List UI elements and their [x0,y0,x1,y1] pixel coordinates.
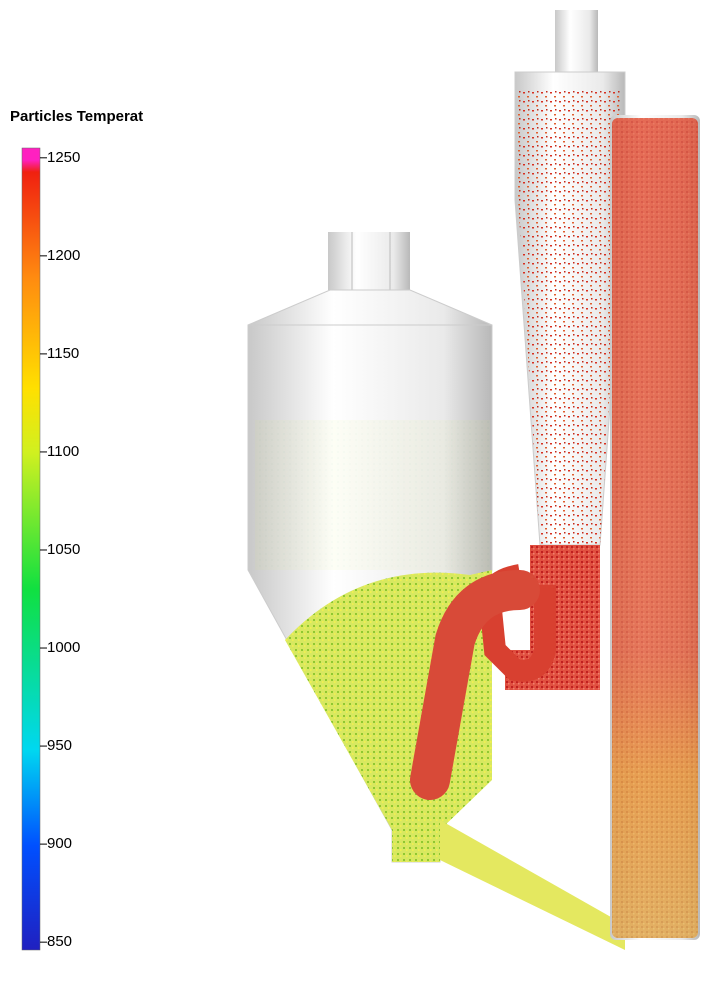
riser [610,115,700,940]
tick-label: 900 [47,835,72,852]
return-leg [440,820,625,950]
riser-particles [612,118,698,938]
tick-label: 1100 [47,443,79,460]
tick-label: 1150 [47,345,79,362]
tick-label: 950 [47,737,72,754]
colorbar-ticks: 1250 1200 1150 1100 1050 1000 950 900 850 [40,149,80,950]
tick-label: 850 [47,933,72,950]
colorbar [22,148,40,950]
scene: Particles Temperat 125012001150110010501… [0,0,712,987]
tick-label: 1250 [47,149,80,166]
left-vessel [248,232,492,862]
tick-label: 1200 [47,247,80,264]
top-cone [248,290,492,325]
outlet-pipe [328,232,410,290]
tick-label: 1050 [47,541,80,558]
particle-haze [255,420,490,570]
tick-label: 1000 [47,639,80,656]
cyclone-outlet [555,10,598,72]
cyclone-particles [518,90,622,545]
colorbar-title: Particles Temperat [10,108,143,125]
